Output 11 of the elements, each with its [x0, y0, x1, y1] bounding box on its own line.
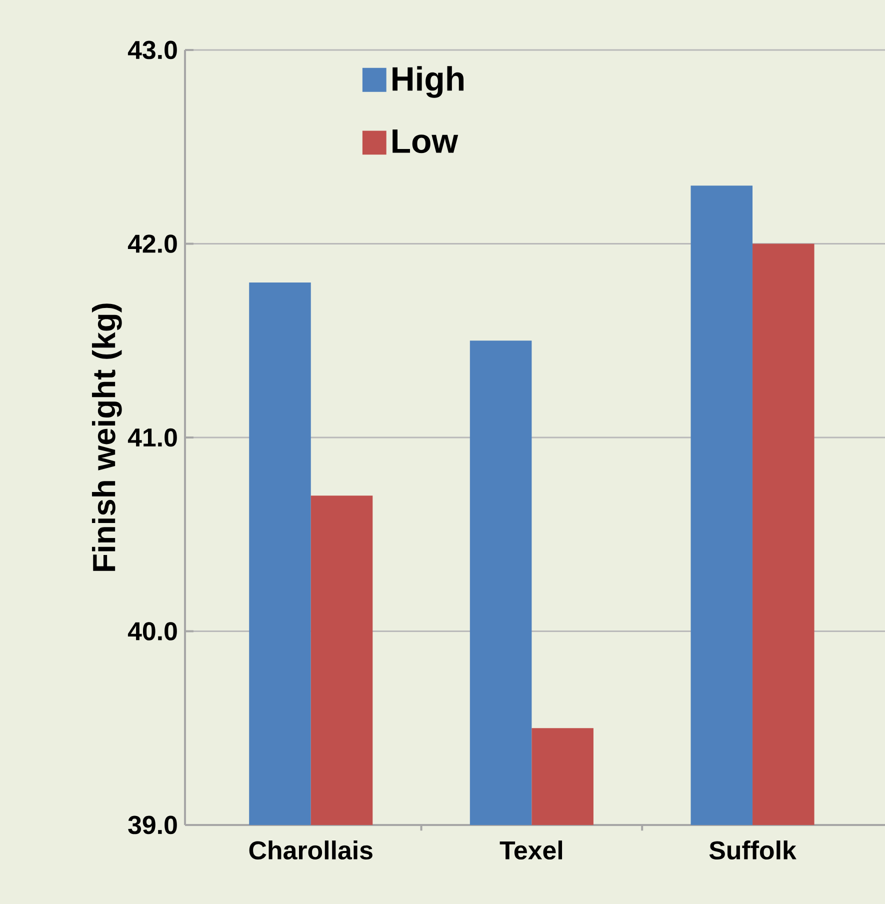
- y-axis-title: Finish weight (kg): [92, 304, 122, 571]
- legend-label: Low: [392, 129, 458, 154]
- x-tick-label: Suffolk: [709, 840, 796, 860]
- y-tick-label: 42.0: [128, 234, 177, 253]
- y-tick-label: 41.0: [128, 428, 177, 447]
- x-tick-label: Texel: [500, 840, 562, 860]
- x-tick-label: Charollais: [249, 840, 372, 860]
- legend-label: High: [392, 66, 464, 98]
- y-tick-label: 43.0: [128, 40, 177, 60]
- y-tick-label: 40.0: [128, 622, 177, 640]
- y-tick-label: 39.0: [128, 816, 177, 834]
